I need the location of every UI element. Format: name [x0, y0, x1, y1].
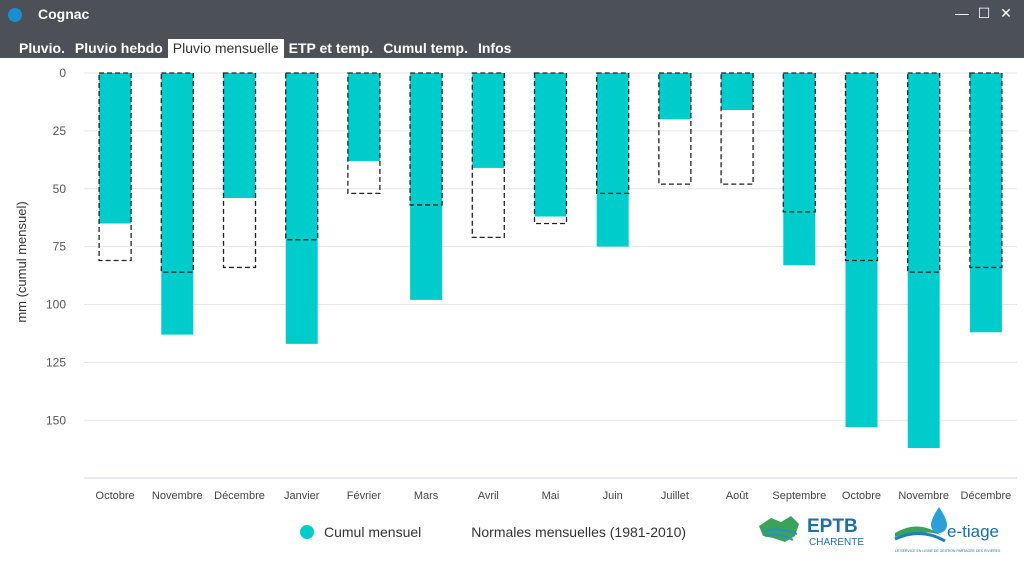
x-tick-label: Octobre: [842, 490, 881, 502]
eptb-charente-logo: EPTB CHARENTE: [759, 516, 864, 548]
bar-normale: [160, 72, 194, 273]
bar-cumul-mensuel: [347, 73, 380, 161]
x-tick-label: Juillet: [661, 490, 689, 502]
legend-normales[interactable]: Normales mensuelles (1981-2010): [471, 524, 687, 540]
bar-cumul-mensuel: [472, 73, 505, 168]
bar-cumul-mensuel: [223, 73, 256, 199]
svg-text:e-tiage: e-tiage: [947, 522, 999, 541]
x-tick-label: Mai: [542, 490, 560, 502]
station-circle-icon: [8, 8, 22, 22]
y-tick-label: 125: [46, 355, 66, 369]
tab-pluvio-mensuelle[interactable]: Pluvio mensuelle: [167, 39, 284, 58]
bar-normale: [222, 72, 257, 269]
x-tick-label: Novembre: [898, 490, 949, 502]
title-bar: Cognac — ☐ ✕ Pluvio. Pluvio hebdo Pluvio…: [0, 0, 1024, 58]
tab-pluvio[interactable]: Pluvio.: [19, 40, 65, 56]
x-tick-label: Novembre: [152, 490, 203, 502]
tab-cumul-temp[interactable]: Cumul temp.: [383, 40, 468, 56]
svg-text:EPTB: EPTB: [807, 516, 858, 537]
y-tick-label: 100: [46, 298, 66, 312]
y-tick-label: 50: [53, 182, 67, 196]
bar-normale: [782, 72, 816, 213]
close-icon[interactable]: ✕: [1000, 5, 1012, 21]
monthly-rain-chart: 0 25 50 75 100 125 150 Octobre Novembre Décembre J…: [14, 66, 1017, 502]
window-title: Cognac: [38, 6, 90, 22]
bar-cumul-mensuel: [285, 73, 318, 344]
x-tick-label: Octobre: [96, 490, 135, 502]
maximize-icon[interactable]: ☐: [977, 5, 991, 21]
bar-cumul-mensuel: [658, 73, 691, 120]
x-tick-label: Avril: [478, 490, 499, 502]
y-tick-label: 25: [53, 124, 67, 138]
bar-normale: [596, 72, 630, 195]
bar-cumul-mensuel: [534, 73, 567, 217]
y-tick-label: 0: [59, 66, 66, 80]
bar-normale: [533, 72, 568, 225]
bar-normale: [471, 72, 505, 239]
bar-normale: [98, 72, 132, 262]
bar-cumul-mensuel: [969, 73, 1002, 333]
bar-cumul-mensuel: [410, 73, 443, 300]
bar-cumul-mensuel: [596, 73, 629, 247]
y-tick-label: 75: [53, 240, 67, 254]
x-tick-label: Septembre: [772, 490, 826, 502]
bar-cumul-mensuel: [845, 73, 878, 428]
bar-normale: [969, 72, 1003, 269]
legend: Cumul mensuel Normales mensuelles (1981-…: [300, 524, 686, 540]
bar-cumul-mensuel: [907, 73, 940, 449]
bar-cumul-mensuel: [721, 73, 754, 111]
bar-normale: [844, 72, 879, 262]
x-tick-label: Août: [726, 490, 749, 502]
x-tick-label: Mars: [414, 490, 439, 502]
bar-normale: [658, 72, 692, 185]
legend-marker-cumul: [300, 525, 314, 539]
tab-pluvio-hebdo[interactable]: Pluvio hebdo: [74, 40, 163, 56]
x-tick-label: Décembre: [214, 490, 265, 502]
legend-cumul-mensuel[interactable]: Cumul mensuel: [324, 524, 422, 540]
x-tick-label: Décembre: [961, 490, 1012, 502]
x-tick-label: Février: [347, 490, 382, 502]
tab-infos[interactable]: Infos: [477, 40, 512, 56]
bar-cumul-mensuel: [99, 73, 132, 224]
bar-normale: [907, 72, 941, 273]
x-tick-label: Juin: [603, 490, 623, 502]
svg-text:LE SERVICE EN LIGNE DE GESTION: LE SERVICE EN LIGNE DE GESTION PARTAGÉE …: [895, 548, 1001, 553]
x-tick-label: Janvier: [284, 490, 320, 502]
bar-normale: [347, 72, 381, 195]
bar-normale: [409, 72, 443, 206]
y-tick-label: 150: [46, 413, 66, 427]
y-axis-label: mm (cumul mensuel): [14, 201, 29, 322]
bar-cumul-mensuel: [161, 73, 194, 335]
bar-normale: [720, 72, 754, 185]
bar-cumul-mensuel: [783, 73, 816, 266]
tab-etp-temp[interactable]: ETP et temp.: [288, 40, 374, 56]
minimize-icon[interactable]: —: [955, 5, 969, 21]
e-tiage-logo: e-tiage LE SERVICE EN LIGNE DE GESTION P…: [894, 507, 1001, 553]
bar-normale: [285, 72, 319, 241]
svg-text:CHARENTE: CHARENTE: [809, 537, 864, 548]
